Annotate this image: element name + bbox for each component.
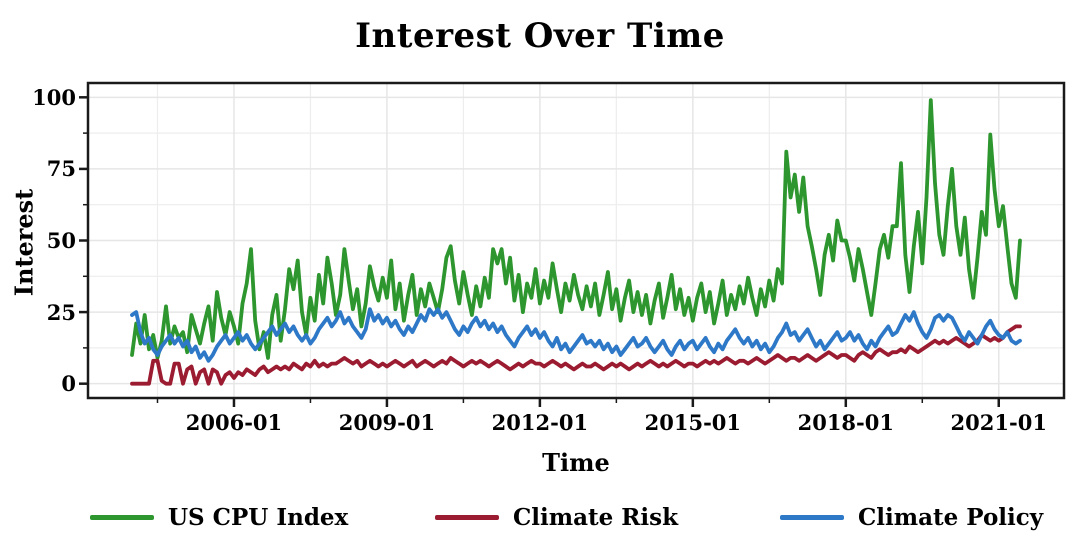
y-tick-label: 0 [61,371,76,397]
x-tick-label: 2018-01 [797,410,894,435]
series-line-us-cpu-index [130,98,1022,360]
x-axis-title: Time [542,448,610,477]
legend-swatch [435,514,499,520]
panel-border [86,81,1066,400]
series-line-climate-policy [130,307,1022,363]
legend-swatch [780,514,844,520]
x-tick-label: 2015-01 [644,410,742,435]
y-tick-label: 75 [46,156,76,182]
legend-swatch [90,514,154,520]
y-tick-label: 50 [46,228,76,253]
x-tick-label: 2009-01 [338,410,436,435]
legend-item-climate-policy: Climate Policy [780,500,1043,534]
x-tick-label: 2021-01 [950,410,1047,435]
x-tick-label: 2012-01 [491,410,589,435]
legend-label: Climate Risk [513,503,679,531]
legend: US CPU Index Climate Risk Climate Policy [0,500,1080,534]
legend-item-us-cpu-index: US CPU Index [90,500,348,534]
y-tick-label: 100 [32,84,76,110]
legend-label: Climate Policy [858,503,1044,531]
x-tick-label: 2006-01 [185,410,283,435]
legend-label: US CPU Index [168,503,349,531]
y-tick-label: 25 [46,299,76,325]
chart-title: Interest Over Time [355,16,725,56]
series-line-climate-risk [130,324,1022,386]
legend-item-climate-risk: Climate Risk [435,500,678,534]
